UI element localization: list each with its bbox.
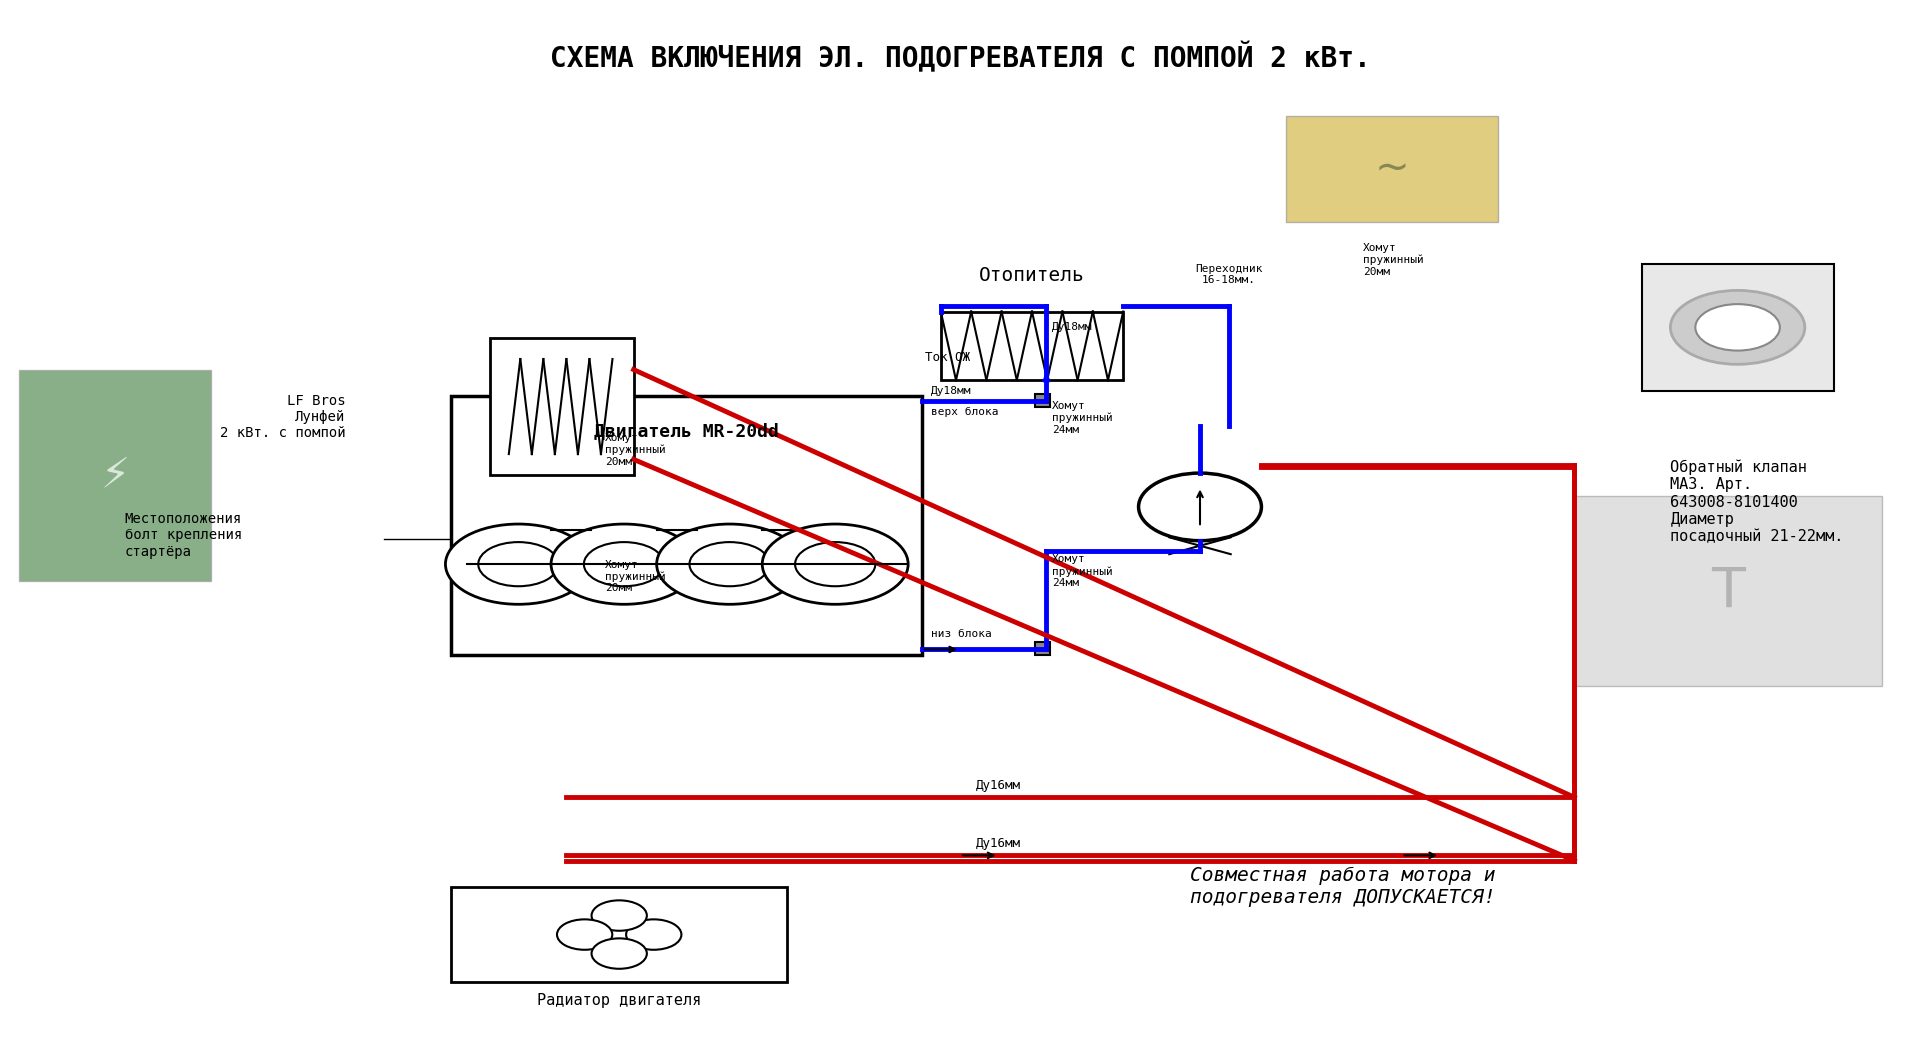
Circle shape <box>591 939 647 968</box>
Text: Двигатель MR-20dd: Двигатель MR-20dd <box>593 422 780 440</box>
Circle shape <box>557 920 612 949</box>
Text: Ду16мм: Ду16мм <box>975 837 1021 850</box>
Text: Переходник
16-18мм.: Переходник 16-18мм. <box>1194 264 1263 285</box>
Text: LF Bros
Лунфей
2 кВт. с помпой: LF Bros Лунфей 2 кВт. с помпой <box>221 394 346 440</box>
Text: СХЕМА ВКЛЮЧЕНИЯ ЭЛ. ПОДОГРЕВАТЕЛЯ С ПОМПОЙ 2 кВт.: СХЕМА ВКЛЮЧЕНИЯ ЭЛ. ПОДОГРЕВАТЕЛЯ С ПОМП… <box>549 42 1371 74</box>
Text: ~: ~ <box>1375 148 1409 190</box>
Text: низ блока: низ блока <box>931 629 993 639</box>
Bar <box>1035 394 1050 407</box>
Bar <box>451 396 922 655</box>
Text: T: T <box>1711 564 1745 619</box>
Text: Хомут
пружинный
20мм: Хомут пружинный 20мм <box>605 560 666 593</box>
Text: Ду18мм: Ду18мм <box>931 386 972 396</box>
Circle shape <box>591 901 647 930</box>
Circle shape <box>657 524 803 604</box>
Text: Хомут
пружинный
20мм: Хомут пружинный 20мм <box>605 433 666 467</box>
Text: Радиатор двигателя: Радиатор двигателя <box>538 993 701 1007</box>
Circle shape <box>1139 473 1261 541</box>
Circle shape <box>584 542 664 586</box>
Text: ⚡: ⚡ <box>100 454 131 496</box>
Text: верх блока: верх блока <box>931 407 998 417</box>
Text: Совместная работа мотора и
подогревателя ДОПУСКАЕТСЯ!: Совместная работа мотора и подогревателя… <box>1190 866 1496 907</box>
Circle shape <box>445 524 591 604</box>
Bar <box>451 887 787 982</box>
Circle shape <box>795 542 876 586</box>
Circle shape <box>689 542 770 586</box>
Bar <box>941 312 1123 380</box>
Circle shape <box>1670 290 1805 364</box>
Text: Обратный клапан
МАЗ. Арт.
643008-8101400
Диаметр
посадочный 21-22мм.: Обратный клапан МАЗ. Арт. 643008-8101400… <box>1670 459 1843 545</box>
Text: Ток ОЖ: Ток ОЖ <box>925 352 970 364</box>
Text: Хомут
пружинный
24мм: Хомут пружинный 24мм <box>1052 401 1114 435</box>
Circle shape <box>626 920 682 949</box>
Text: Ду18мм: Ду18мм <box>1052 322 1092 332</box>
Circle shape <box>478 542 559 586</box>
Text: Местоположения
болт крепления
стартёра: Местоположения болт крепления стартёра <box>125 512 242 559</box>
Text: Отопитель: Отопитель <box>979 266 1085 285</box>
Text: Хомут
пружинный
24мм: Хомут пружинный 24мм <box>1052 554 1114 588</box>
Bar <box>19 370 211 581</box>
Circle shape <box>551 524 697 604</box>
Bar <box>1035 642 1050 655</box>
Bar <box>1286 116 1498 222</box>
Text: Ду16мм: Ду16мм <box>975 779 1021 792</box>
Circle shape <box>1695 304 1780 351</box>
Circle shape <box>762 524 908 604</box>
Bar <box>490 338 634 475</box>
Bar <box>1574 496 1882 686</box>
Bar <box>1642 264 1834 391</box>
Text: Хомут
пружинный
20мм: Хомут пружинный 20мм <box>1363 243 1425 277</box>
